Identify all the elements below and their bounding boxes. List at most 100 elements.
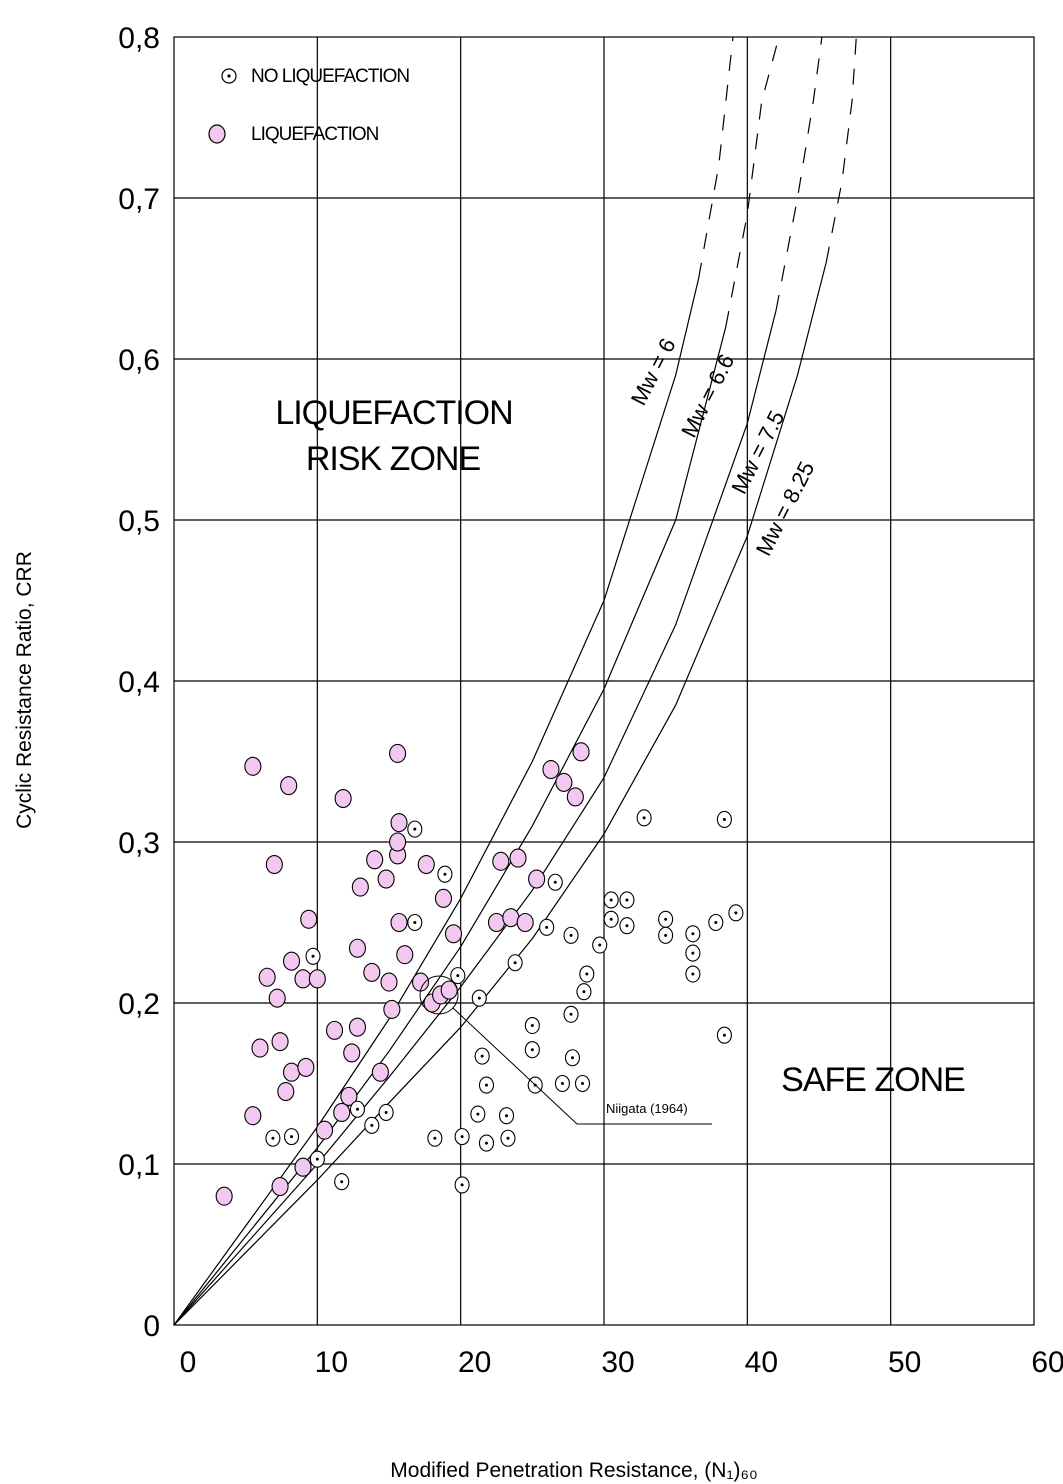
no-liquefaction-point-dot [560, 1082, 564, 1085]
curve-dashed-extension [698, 36, 734, 279]
liquefaction-point [366, 850, 384, 870]
no-liquefaction-point-dot [506, 1136, 510, 1140]
niigata-circle [419, 975, 459, 1015]
liquefaction-point [434, 888, 453, 908]
no-liquefaction-point-dot [484, 1141, 488, 1145]
no-liquefaction-point-dot [585, 972, 589, 976]
x-tick-label: 20 [458, 1346, 491, 1379]
zone-label-safe-zone: SAFE ZONE [781, 1061, 965, 1099]
liquefaction-point [377, 869, 395, 889]
no-liquefaction-point-dot [477, 996, 481, 1000]
niigata-annotation: Niigata (1964) [419, 975, 712, 1125]
liquefaction-point [390, 813, 408, 833]
x-tick-label: 0 [180, 1346, 197, 1379]
liquefaction-point [251, 1038, 269, 1058]
liquefaction-point [294, 969, 312, 989]
no-liquefaction-point-dot [734, 911, 738, 915]
no-liquefaction-point-dot [315, 1157, 319, 1161]
niigata-leader-line [452, 1007, 712, 1125]
liquefaction-point [572, 742, 590, 762]
liquefaction-point [277, 1082, 295, 1102]
liquefaction-point [300, 909, 318, 929]
no-liquefaction-point-dot [691, 972, 695, 976]
liquefaction-point [487, 912, 506, 933]
y-tick-label: 0,6 [118, 344, 160, 377]
y-tick-label: 0,8 [118, 22, 160, 55]
no-liquefaction-point-dot [553, 880, 557, 884]
curve-line [173, 262, 827, 1326]
liquefaction-point [444, 924, 463, 944]
x-tick-label: 30 [601, 1346, 634, 1379]
y-tick-label: 0 [143, 1310, 160, 1343]
zone-label-risk-zone: RISK ZONE [306, 440, 481, 478]
y-tick-label: 0,7 [118, 183, 160, 216]
no-liquefaction-point-dot [513, 961, 517, 965]
no-liquefaction-point-dot [460, 1135, 464, 1139]
y-tick-label: 0,3 [118, 827, 160, 860]
liquefaction-point [528, 869, 546, 889]
liquefaction-point [389, 832, 407, 852]
y-tick-label: 0,1 [118, 1149, 160, 1182]
liquefaction-point [371, 1062, 389, 1082]
curve-dashed-extension [775, 36, 823, 311]
no-liquefaction-point-dot [569, 933, 573, 937]
zone-label-liquefaction: LIQUEFACTION [275, 394, 512, 432]
no-liquefaction-point-dot [443, 872, 447, 876]
x-tick-label: 50 [888, 1346, 921, 1379]
curve-label: Mw = 6.6 [676, 350, 739, 441]
liquefaction-point [502, 908, 520, 928]
data-points [215, 742, 744, 1206]
liquefaction-point [334, 788, 352, 809]
x-tick-label: 40 [745, 1346, 778, 1379]
liquefaction-point [297, 1057, 315, 1077]
no-liquefaction-point-dot [484, 1083, 488, 1087]
no-liquefaction-point-dot [598, 943, 602, 947]
liquefaction-point [411, 972, 430, 992]
no-liquefaction-point-dot [530, 1024, 534, 1028]
liquefaction-point [271, 1032, 289, 1052]
liquefaction-point [244, 1106, 262, 1126]
liquefaction-point [389, 743, 407, 764]
legend-label-no-liquefaction: NO LIQUEFACTION [251, 66, 409, 87]
no-liquefaction-point-dot [609, 917, 613, 921]
curve-line [173, 310, 777, 1326]
liquefaction-point [383, 999, 401, 1019]
liquefaction-point [294, 1157, 312, 1177]
liquefaction-point [282, 951, 301, 971]
no-liquefaction-point-dot [625, 924, 629, 928]
liquefaction-point [363, 962, 381, 982]
grid [173, 36, 1035, 1326]
liquefaction-point [258, 967, 276, 987]
legend-marker-liquefaction [208, 124, 226, 144]
liquefaction-point [509, 848, 527, 868]
y-tick-label: 0,4 [118, 666, 160, 699]
liquefaction-point [380, 972, 398, 992]
liquefaction-point [555, 772, 573, 792]
tick-labels: 0 10 20 30 40 50 60 0 0,1 0,2 0,3 0,4 0,5 0,6 0,7 0,8 [118, 22, 1063, 1379]
no-liquefaction-point-dot [581, 1082, 584, 1085]
liquefaction-point [492, 851, 510, 871]
liquefaction-point [333, 1102, 351, 1123]
no-liquefaction-point-dot [433, 1136, 437, 1140]
no-liquefaction-point-dot [480, 1054, 484, 1058]
no-liquefaction-point-dot [714, 921, 718, 924]
liquefaction-point [348, 938, 367, 958]
no-liquefaction-point-dot [545, 925, 549, 929]
no-liquefaction-point-dot [691, 932, 695, 936]
no-liquefaction-point-dot [456, 974, 460, 978]
no-liquefaction-point-dot [664, 933, 668, 937]
no-liquefaction-point-dot [413, 921, 417, 924]
y-tick-label: 0,2 [118, 988, 160, 1021]
curve-dashed-extension [825, 36, 857, 263]
x-axis-title: Modified Penetration Resistance, (N₁)₆₀ [390, 1459, 757, 1482]
no-liquefaction-point-dot [664, 917, 668, 921]
liquefaction-point [566, 787, 584, 807]
legend-marker-no-liquefaction-dot [227, 74, 231, 78]
liquefaction-point [340, 1086, 358, 1106]
liquefaction-point [315, 1120, 334, 1140]
legend: NO LIQUEFACTION LIQUEFACTION [208, 66, 410, 145]
liquefaction-point [244, 756, 262, 776]
no-liquefaction-point-dot [530, 1048, 534, 1052]
no-liquefaction-point-dot [340, 1180, 344, 1184]
